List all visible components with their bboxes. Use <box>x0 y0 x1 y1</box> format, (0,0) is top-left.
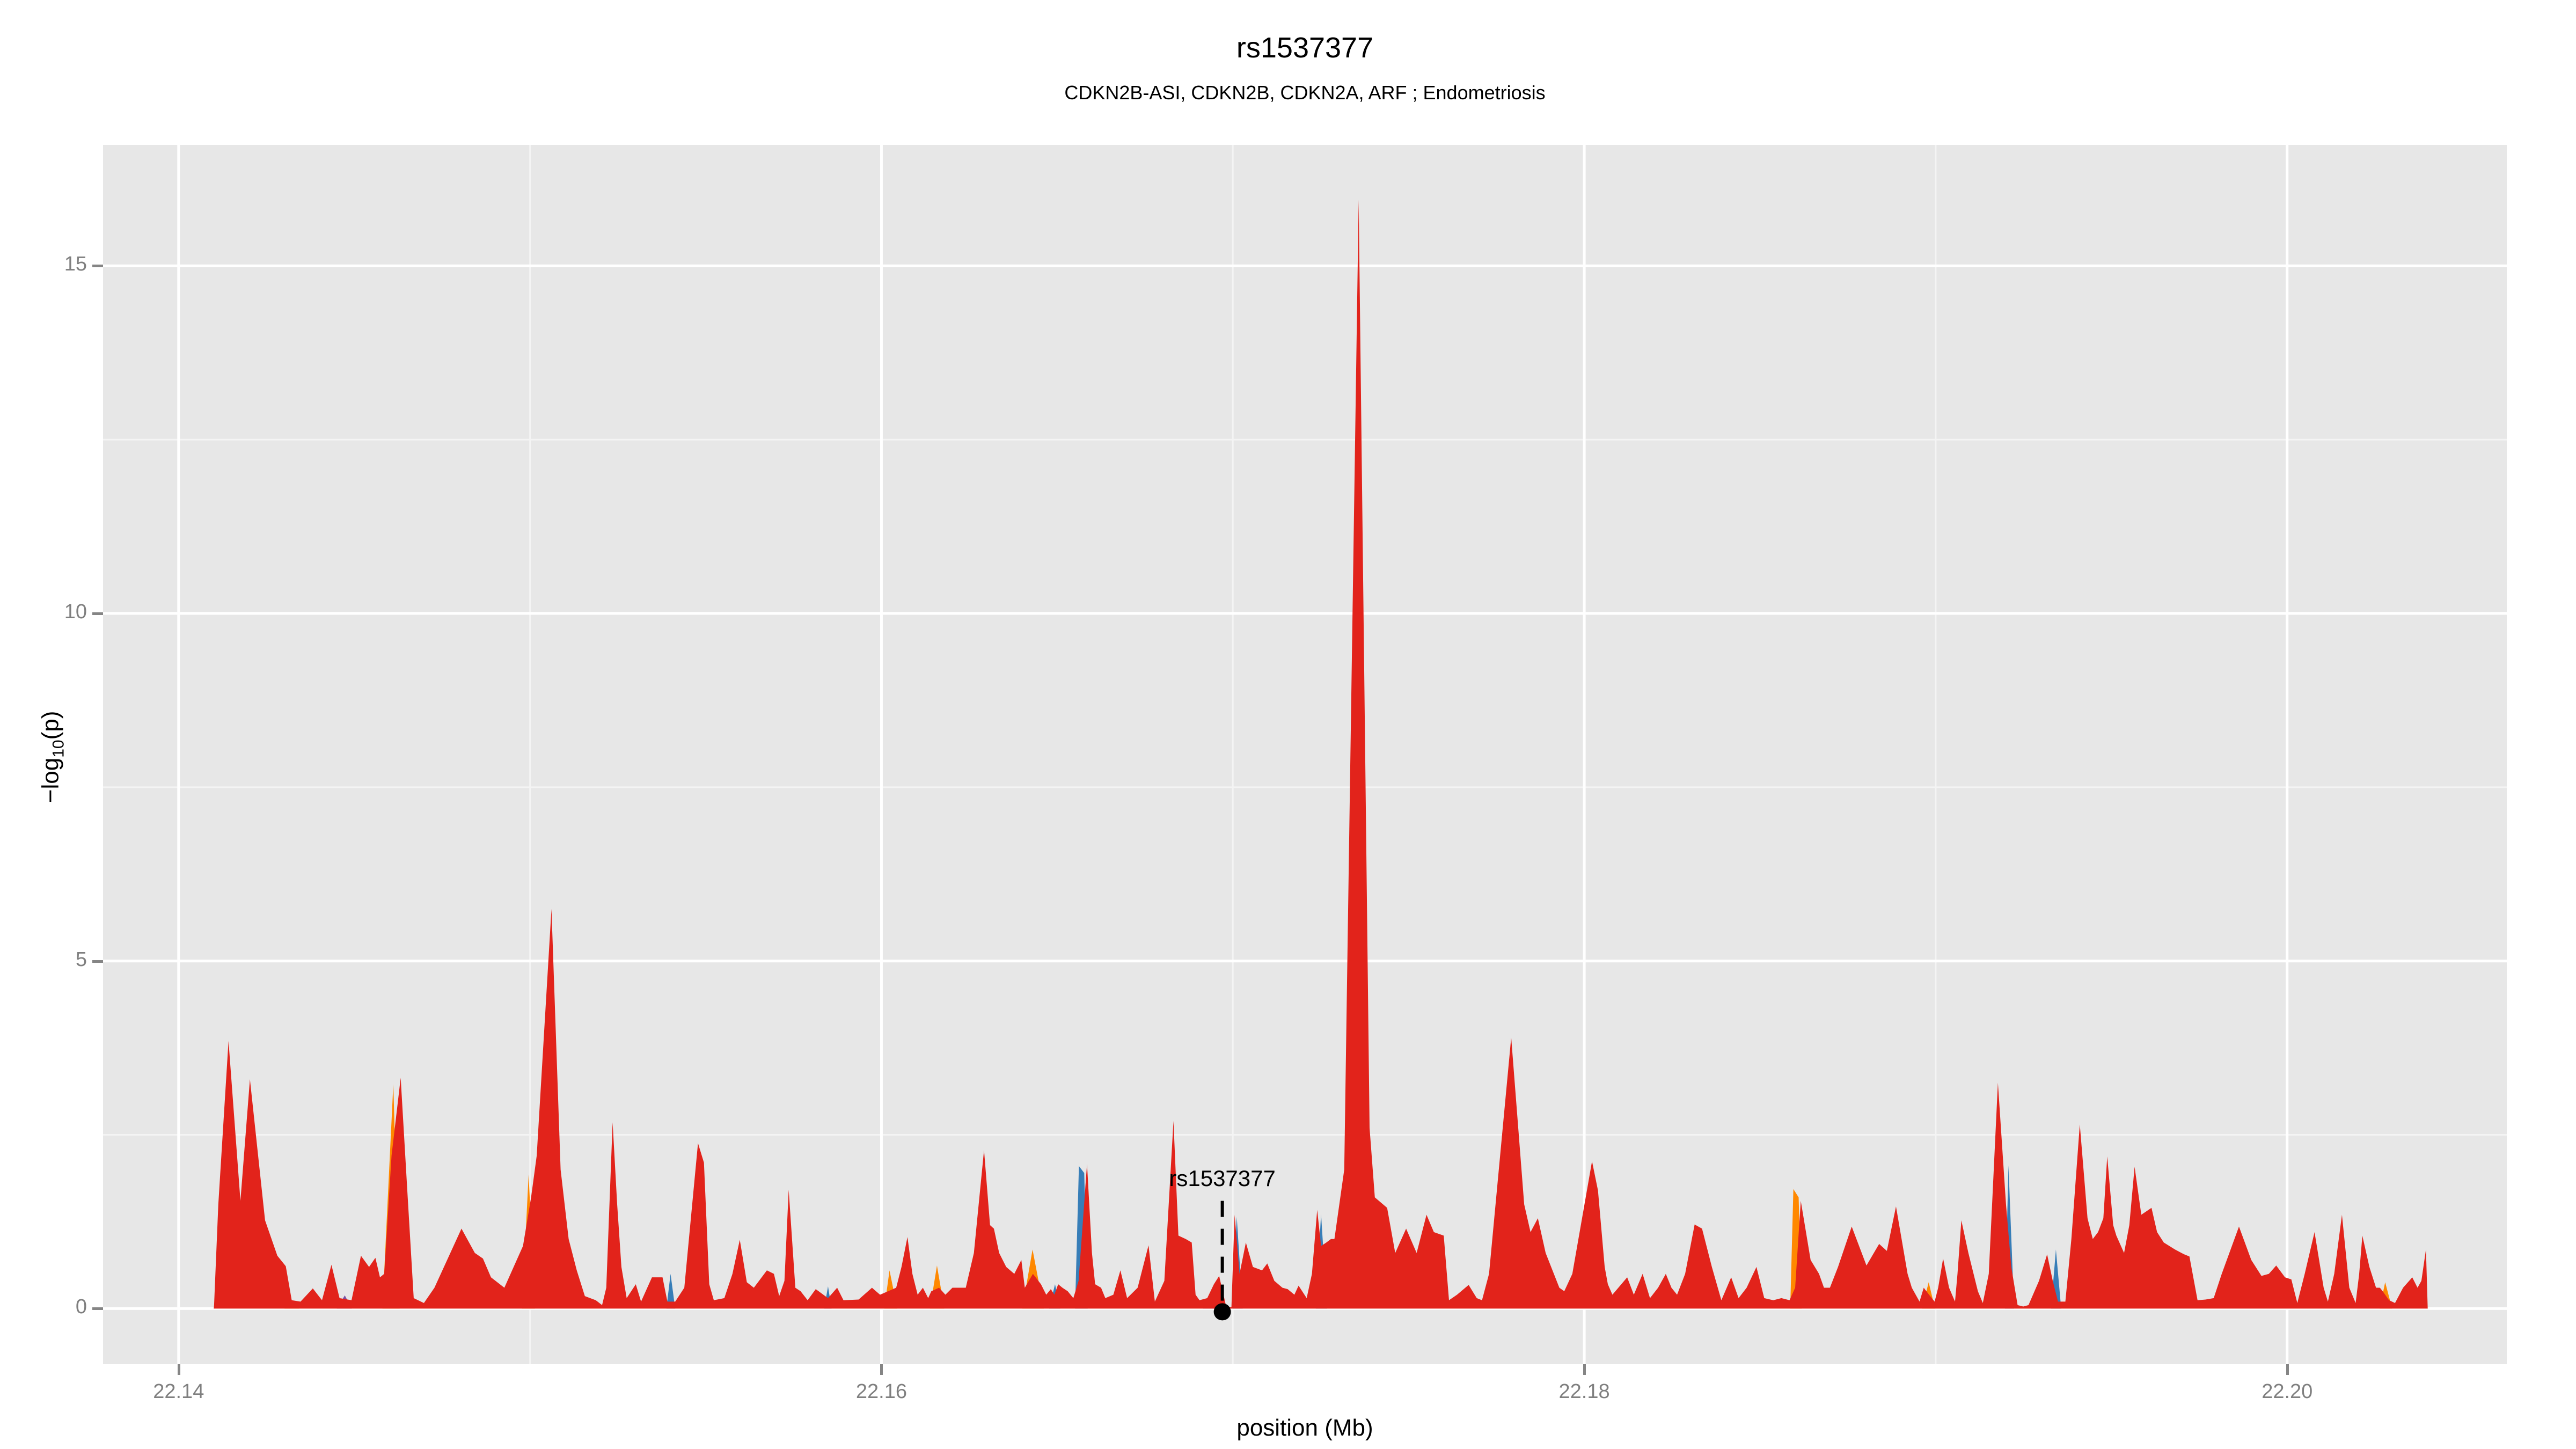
page-title: rs1537377 <box>1236 32 1374 64</box>
y-tick-mark <box>92 612 103 616</box>
snp-annotation-label: rs1537377 <box>1169 1165 1276 1191</box>
x-tick-label-22.18: 22.18 <box>1558 1380 1610 1403</box>
x-tick-mark <box>1583 1364 1586 1375</box>
x-tick-mark <box>2286 1364 2289 1375</box>
y-tick-label-5: 5 <box>75 948 87 971</box>
y-tick-mark <box>92 265 103 268</box>
y-tick-label-0: 0 <box>75 1296 87 1319</box>
y-axis-title: −log10(p) <box>38 639 68 875</box>
snp-annotation-point <box>1213 1303 1231 1321</box>
y-tick-mark <box>92 960 103 963</box>
y-axis-title-post: (p) <box>37 711 64 740</box>
y-tick-mark <box>92 1307 103 1311</box>
x-tick-label-22.20: 22.20 <box>2262 1380 2313 1403</box>
y-axis-title-pre: −log <box>37 757 64 803</box>
x-tick-label-22.16: 22.16 <box>855 1380 907 1403</box>
plot-subtitle: CDKN2B-ASI, CDKN2B, CDKN2A, ARF ; Endome… <box>1064 82 1546 104</box>
y-tick-label-10: 10 <box>64 601 87 624</box>
x-axis-title: position (Mb) <box>1236 1415 1373 1441</box>
y-axis-title-sub: 10 <box>49 740 68 758</box>
x-tick-mark <box>177 1364 180 1375</box>
y-tick-label-15: 15 <box>64 253 87 276</box>
plot-panel <box>103 145 2507 1364</box>
x-tick-mark <box>880 1364 883 1375</box>
x-tick-label-22.14: 22.14 <box>153 1380 204 1403</box>
